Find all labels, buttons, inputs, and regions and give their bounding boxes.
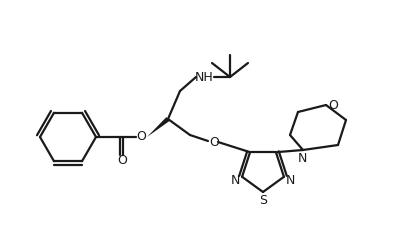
Polygon shape [147,118,170,137]
Text: N: N [286,174,296,186]
Text: O: O [117,154,127,167]
Text: O: O [136,130,146,143]
Text: N: N [297,151,307,164]
Text: O: O [209,136,219,149]
Text: NH: NH [195,70,213,83]
Text: S: S [259,193,267,206]
Text: O: O [328,98,338,111]
Text: N: N [230,174,240,186]
